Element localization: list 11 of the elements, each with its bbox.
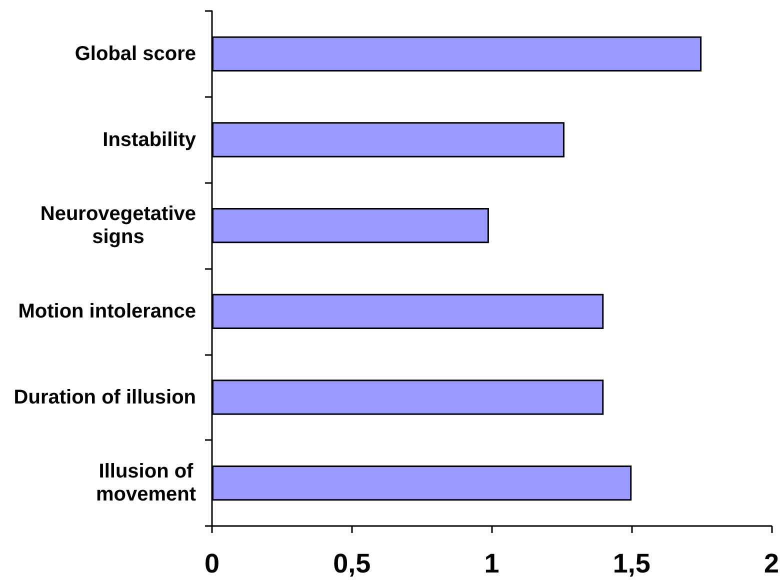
x-tick-label: 1,5: [612, 548, 650, 578]
x-tick-label: 0: [204, 548, 220, 578]
y-tick-label: Instability: [102, 128, 197, 151]
y-tick-label: Illusion of movement: [96, 460, 196, 506]
y-tick-label: Neurovegetative signs: [40, 203, 196, 248]
x-tick-label: 0,5: [333, 548, 371, 578]
y-tick-label: Motion intolerance: [18, 300, 196, 322]
y-tick-label: Global score: [74, 42, 196, 65]
x-tick-label: 2: [764, 548, 780, 578]
x-tick-label: 1: [484, 548, 500, 578]
y-tick-label: Duration of illusion: [14, 386, 196, 408]
